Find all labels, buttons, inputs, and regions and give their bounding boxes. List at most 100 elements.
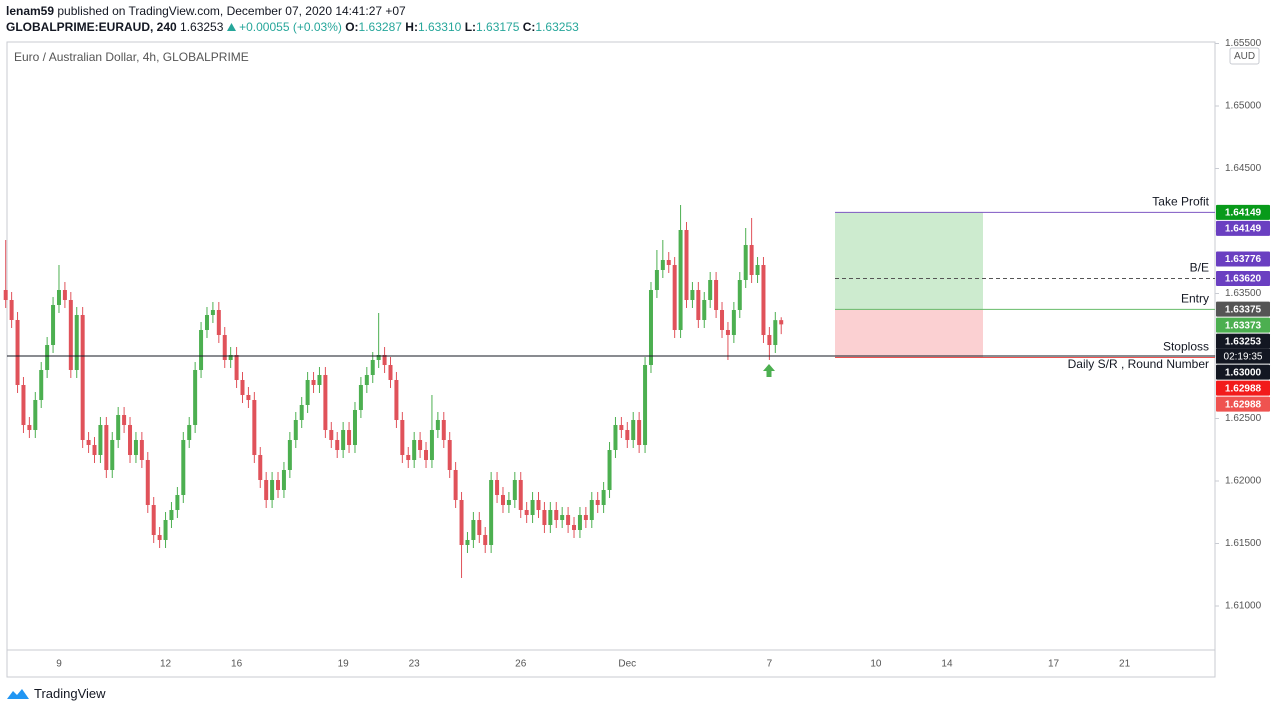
author: lenam59: [6, 4, 55, 18]
candle-body: [601, 490, 606, 505]
candle-body: [429, 430, 434, 460]
x-tick-label: Dec: [618, 659, 636, 670]
candle-body: [643, 365, 648, 445]
price-tag: [1216, 333, 1270, 349]
candle-body: [465, 540, 470, 545]
candle-body: [234, 355, 239, 380]
candle-body: [631, 420, 636, 440]
candle-body: [204, 315, 209, 330]
candle-body: [181, 440, 186, 495]
plot-border: [6, 41, 1216, 678]
candle-body: [15, 320, 20, 385]
candle-body: [157, 535, 162, 540]
candle-body: [193, 370, 198, 425]
candle-body: [293, 420, 298, 440]
candle-body: [666, 260, 671, 265]
level-label: Daily S/R , Round Number: [1068, 357, 1209, 371]
candle-body: [98, 425, 103, 455]
ohlc-label: C:: [522, 20, 536, 34]
candle-body: [548, 510, 553, 525]
candle-body: [637, 420, 642, 445]
candle-body: [128, 425, 133, 455]
candle-body: [9, 300, 14, 320]
price-tag-label: 1.63253: [1225, 336, 1262, 347]
y-tick-label: 1.64500: [1225, 163, 1262, 174]
candle-body: [175, 495, 180, 510]
last-price: 1.63253: [180, 20, 224, 34]
candle-body: [678, 230, 683, 330]
candle-body: [80, 315, 85, 440]
candle-body: [418, 440, 423, 450]
candle-body: [199, 330, 204, 370]
candle-body: [737, 280, 742, 310]
candle-body: [246, 395, 251, 400]
countdown: 02:19:35: [1224, 351, 1263, 362]
candle-body: [347, 430, 352, 445]
candle-body: [720, 310, 725, 330]
candle-body: [151, 505, 156, 535]
chart-title: Euro / Australian Dollar, 4h, GLOBALPRIM…: [14, 50, 249, 64]
price-tag: [1216, 204, 1270, 220]
price-tag: [1216, 317, 1270, 333]
candle-body: [352, 410, 357, 445]
price-tag: [1216, 380, 1270, 396]
price-tag-label: 1.64149: [1225, 224, 1262, 235]
price-tag: [1216, 364, 1270, 380]
y-tick-label: 1.65000: [1225, 101, 1262, 112]
candle-body: [495, 480, 500, 495]
price-tag-label: 1.62988: [1225, 383, 1262, 394]
candle-body: [264, 480, 269, 500]
candle-body: [228, 355, 233, 360]
candle-body: [394, 380, 399, 420]
candle-body: [311, 380, 316, 385]
candle-body: [3, 290, 8, 300]
change: +0.00055 (+0.03%): [239, 20, 342, 34]
y-tick-label: 1.65500: [1225, 38, 1262, 49]
publish-line: lenam59 published on TradingView.com, De…: [6, 4, 406, 18]
candle-body: [654, 270, 659, 290]
candle-body: [749, 245, 754, 275]
price-tag-label: 1.63375: [1225, 304, 1262, 315]
candle-body: [714, 280, 719, 310]
candle-body: [139, 440, 144, 460]
candle-body: [145, 460, 150, 505]
y-tick-label: 1.62000: [1225, 476, 1262, 487]
price-tag-label: 1.62988: [1225, 399, 1262, 410]
level-label: Take Profit: [1152, 195, 1209, 209]
candle-body: [74, 315, 79, 370]
candle-body: [708, 280, 713, 300]
candle-body: [358, 385, 363, 410]
candle-body: [577, 515, 582, 530]
candle-body: [317, 375, 322, 385]
candle-body: [86, 440, 91, 445]
x-tick-label: 19: [338, 659, 350, 670]
x-tick-label: 23: [409, 659, 421, 670]
ohlc-label: O:: [345, 20, 359, 34]
candle-body: [21, 385, 26, 425]
candle-body: [583, 515, 588, 520]
candle-body: [702, 300, 707, 320]
candle-body: [512, 480, 517, 500]
candle-body: [56, 290, 61, 305]
x-tick-label: 21: [1119, 659, 1131, 670]
candle-body: [122, 415, 127, 425]
candle-body: [388, 365, 393, 380]
price-tag-label: 1.63373: [1225, 320, 1262, 331]
brand: TradingView: [34, 686, 106, 701]
ohlc-value: 1.63310: [417, 20, 462, 34]
candle-body: [287, 440, 292, 470]
ohlc-value: 1.63253: [535, 20, 579, 34]
candle-body: [459, 500, 464, 545]
price-tag: [1216, 301, 1270, 317]
countdown-box: [1216, 348, 1270, 364]
candle-body: [45, 345, 50, 370]
candle-body: [684, 230, 689, 300]
candle-body: [323, 375, 328, 430]
candle-body: [281, 470, 286, 490]
candle-body: [613, 425, 618, 450]
candle-body: [625, 430, 630, 440]
candle-body: [270, 480, 275, 500]
candle-body: [110, 440, 115, 470]
candle-body: [447, 440, 452, 470]
candle-body: [39, 370, 44, 400]
